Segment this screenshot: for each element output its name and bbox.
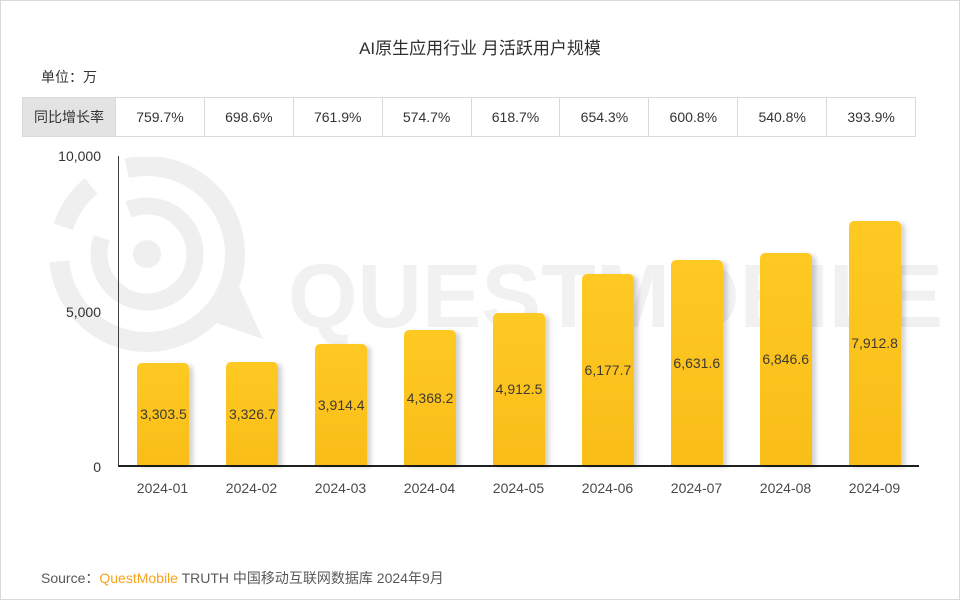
bar-value-label: 7,912.8 [851,334,898,351]
questmobile-logo-icon [49,157,263,352]
watermark-logo-outer-ring [49,157,245,352]
yoy-growth-cell: 654.3% [559,98,648,136]
bar-value-label: 4,368.2 [406,389,454,406]
source-line: Source：QuestMobile TRUTH 中国移动互联网数据库 2024… [41,568,444,588]
yoy-growth-cell: 759.7% [115,98,204,136]
yoy-growth-cell: 761.9% [292,98,382,136]
source-suffix: TRUTH 中国移动互联网数据库 2024年9月 [177,570,444,586]
yoy-growth-cell: 540.8% [737,98,826,136]
bar-column: 3,914.4 [297,156,386,465]
source-prefix: Source： [41,570,100,586]
yoy-growth-cell: 698.6% [203,98,293,136]
bar-column: 3,303.5 [119,156,208,465]
bar-value-label: 6,631.6 [673,354,721,371]
bar-2024-08: 6,846.6 [759,253,812,465]
x-axis-tick-label: 2024-03 [314,480,367,496]
x-axis-labels: 2024-01 2024-02 2024-03 2024-04 2024-05 2024-… [118,480,919,496]
yoy-growth-cell: 600.8% [648,98,737,136]
x-axis-tick-label: 2024-05 [492,480,545,496]
bar-value-label: 4,912.5 [495,381,543,398]
bar-column: 4,368.2 [386,156,475,465]
bar-value-label: 6,846.6 [762,351,810,368]
bar-2024-06: 6,177.7 [581,274,634,465]
bar-2024-01: 3,303.5 [137,362,190,465]
y-axis-tick-label: 5,000 [65,303,101,320]
bar-2024-02: 3,326.7 [226,362,279,465]
bar-2024-07: 6,631.6 [670,260,723,465]
y-axis-tick-label: 10,000 [58,148,101,164]
yoy-growth-header: 同比增长率 [23,98,115,136]
x-axis-tick-label: 2024-01 [136,480,189,496]
yoy-growth-table: 同比增长率 759.7% 698.6% 761.9% 574.7% 618.7% 654.… [22,97,916,137]
bar-2024-04: 4,368.2 [404,330,457,465]
bar-column: 6,631.6 [652,156,741,465]
source-brand: QuestMobile [99,570,178,586]
bar-column: 6,177.7 [563,156,652,465]
x-axis-tick-label: 2024-09 [848,480,901,496]
x-axis-tick-label: 2024-02 [225,480,278,496]
yoy-growth-cell: 393.9% [826,98,915,136]
yoy-growth-cell: 574.7% [381,98,471,136]
unit-label: 单位：万 [41,69,97,85]
x-axis-tick-label: 2024-06 [581,480,634,496]
bar-value-label: 3,914.4 [317,396,365,413]
watermark-logo-inner-ring [90,197,204,311]
bar-column: 6,846.6 [741,156,830,465]
x-axis-tick-label: 2024-08 [759,480,812,496]
bar-2024-05: 4,912.5 [493,313,545,465]
bar-chart-plot: 3,303.5 3,326.7 3,914.4 4,368.2 4,912.5 … [118,156,919,467]
y-axis: 10,000 5,000 0 [1,148,105,475]
bar-column: 7,912.8 [830,156,919,465]
bar-value-label: 3,303.5 [140,405,187,422]
watermark-logo-dot [133,240,161,268]
bar-value-label: 3,326.7 [228,405,276,422]
watermark-logo-tail [216,287,263,339]
bar-2024-09: 7,912.8 [848,220,901,465]
y-axis-tick-label: 0 [93,459,101,475]
bar-value-label: 6,177.7 [584,361,632,378]
bar-column: 4,912.5 [475,156,564,465]
bar-2024-03: 3,914.4 [315,344,368,465]
yoy-growth-cell: 618.7% [470,98,560,136]
page-title: AI原生应用行业 月活跃用户规模 [359,39,601,58]
x-axis-tick-label: 2024-07 [670,480,723,496]
bar-column: 3,326.7 [208,156,297,465]
x-axis-tick-label: 2024-04 [403,480,456,496]
